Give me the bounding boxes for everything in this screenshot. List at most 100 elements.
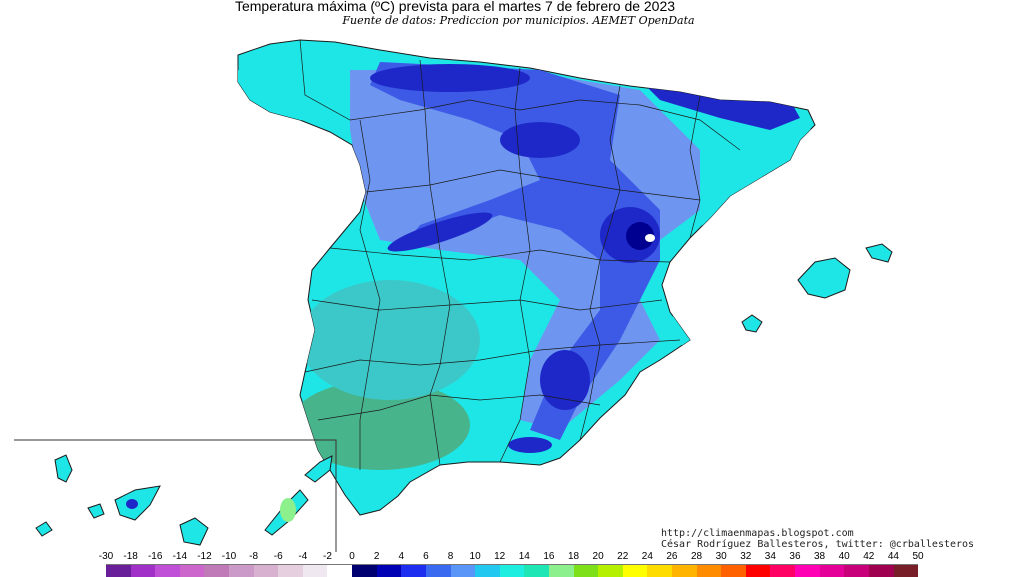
legend-tick: 2	[373, 551, 380, 562]
legend-tick: 0	[349, 551, 355, 562]
legend-tick: -18	[123, 551, 138, 562]
legend-tick: 32	[740, 551, 752, 562]
legend-bar	[106, 564, 919, 577]
legend-swatch	[401, 565, 426, 577]
legend-swatch	[770, 565, 796, 577]
legend-tick: -16	[147, 551, 163, 562]
inset-frame	[14, 439, 337, 552]
legend-swatch	[844, 565, 869, 577]
snow-spot	[645, 234, 655, 242]
legend-tick: 18	[567, 551, 580, 562]
legend-tick: -2	[323, 551, 332, 562]
legend-swatch	[672, 565, 697, 577]
legend-swatch	[819, 565, 845, 577]
el-hierro	[35, 521, 53, 537]
very-cold-nevada	[508, 437, 552, 453]
legend-swatch	[450, 565, 476, 577]
legend-tick: 20	[592, 551, 604, 562]
legend-swatch	[499, 565, 525, 577]
legend-swatch	[253, 565, 279, 577]
cold-core-teruel	[626, 222, 654, 250]
credit-blog: http://climaenmapas.blogspot.com	[661, 528, 854, 539]
legend-tick: 22	[617, 551, 629, 562]
legend-tick: 38	[814, 551, 826, 562]
cold-zone	[370, 62, 660, 440]
legend-swatch	[302, 565, 328, 577]
legend-swatch	[721, 565, 746, 577]
legend-tick: 10	[469, 551, 481, 562]
legend-tick: 26	[666, 551, 678, 562]
legend-tick: 28	[690, 551, 703, 562]
legend-swatch	[155, 565, 180, 577]
legend-tick: 42	[863, 551, 875, 562]
legend-tick: 44	[887, 551, 899, 562]
fuerteventura-green	[280, 498, 296, 522]
legend-tick: 4	[398, 551, 405, 562]
legend-swatch	[745, 565, 771, 577]
legend-swatch	[548, 565, 574, 577]
mild-teal-zone	[300, 280, 480, 400]
warm-zone	[290, 380, 470, 470]
legend-tick: 14	[518, 551, 530, 562]
legend-swatch	[573, 565, 599, 577]
canary-islands-inset	[14, 439, 337, 552]
la-palma	[54, 454, 73, 483]
very-cold-central	[387, 212, 493, 252]
legend-tick: 16	[543, 551, 555, 562]
legend-tick: -14	[172, 551, 188, 562]
legend-swatch	[278, 565, 303, 577]
legend-tick: -12	[197, 551, 212, 562]
legend-swatch	[795, 565, 820, 577]
legend-swatch	[425, 565, 451, 577]
ibiza	[741, 314, 763, 333]
legend-swatch	[179, 565, 205, 577]
color-legend: -30 -18 -16 -14 -12 -10 -8 -6 -4 -2 0 2 4 6 8 10 12 14 16 1…	[0, 551, 1024, 577]
legend-tick: 30	[715, 551, 727, 562]
legend-swatch	[622, 565, 648, 577]
legend-swatch	[475, 565, 500, 577]
very-cold-segura	[540, 350, 590, 410]
map-title: Temperatura máxima (ºC) prevista para el…	[234, 0, 676, 14]
legend-swatch	[598, 565, 623, 577]
legend-tick: 8	[447, 551, 454, 562]
teide-cold-spot	[126, 499, 138, 509]
legend-swatch	[352, 565, 377, 577]
legend-swatch	[524, 565, 549, 577]
legend-swatch	[376, 565, 402, 577]
mallorca	[797, 257, 851, 299]
very-cold-iberico	[500, 122, 580, 158]
mild-galicia	[238, 45, 325, 125]
legend-swatch	[204, 565, 230, 577]
balearic-islands	[741, 243, 893, 333]
legend-swatch	[647, 565, 673, 577]
temperature-map	[14, 39, 893, 552]
legend-tick: 40	[838, 551, 850, 562]
menorca	[865, 243, 893, 263]
legend-tick: -6	[273, 551, 283, 562]
legend-tick: 34	[764, 551, 776, 562]
legend-tick: 24	[641, 551, 653, 562]
legend-swatch	[327, 565, 353, 577]
legend-tick: 36	[789, 551, 801, 562]
legend-swatch	[868, 565, 894, 577]
legend-tick: 6	[423, 551, 429, 562]
legend-swatch	[130, 565, 156, 577]
cold-pyrenees	[640, 80, 800, 130]
gran-canaria	[179, 517, 209, 546]
legend-tick: 12	[494, 551, 506, 562]
legend-swatch	[229, 565, 254, 577]
legend-tick: 50	[912, 551, 924, 562]
la-gomera	[87, 503, 105, 519]
map-subtitle: Fuente de datos: Prediccion por municipi…	[342, 14, 695, 27]
credit-author: César Rodríguez Ballesteros, twitter: @c…	[661, 539, 975, 550]
province-borders	[299, 39, 741, 470]
legend-tick: -30	[98, 551, 114, 562]
legend-swatch	[106, 565, 131, 577]
very-cold-cantabrica	[370, 64, 530, 92]
lanzarote	[304, 455, 333, 483]
legend-tick: -10	[221, 551, 237, 562]
legend-swatch	[696, 565, 722, 577]
legend-tick: -4	[298, 551, 308, 562]
legend-tick: -8	[249, 551, 259, 562]
legend-swatch	[893, 565, 919, 577]
